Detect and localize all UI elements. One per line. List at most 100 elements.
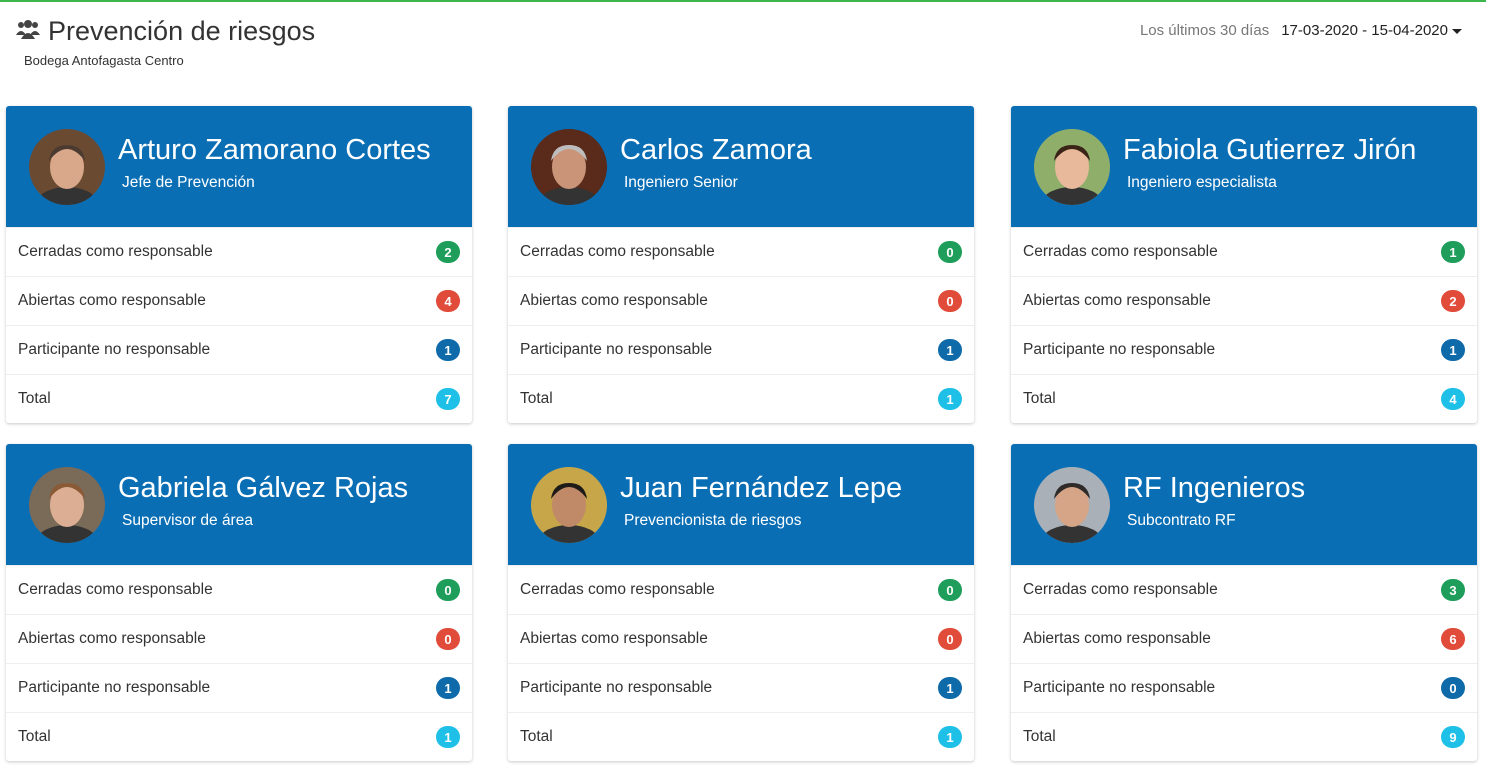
stat-label: Cerradas como responsable	[18, 581, 213, 598]
stat-row-closed: Cerradas como responsable 0	[508, 565, 974, 614]
person-name: Arturo Zamorano Cortes	[118, 134, 431, 166]
stat-label: Abiertas como responsable	[1023, 292, 1211, 309]
stat-row-participant: Participante no responsable 0	[1011, 663, 1477, 712]
person-card: Juan Fernández Lepe Prevencionista de ri…	[508, 444, 974, 761]
stat-row-closed: Cerradas como responsable 0	[6, 565, 472, 614]
caret-down-icon[interactable]	[1452, 28, 1462, 34]
stat-row-total: Total 1	[508, 712, 974, 761]
person-card: Arturo Zamorano Cortes Jefe de Prevenció…	[6, 106, 472, 423]
avatar	[1034, 129, 1110, 205]
stat-row-closed: Cerradas como responsable 3	[1011, 565, 1477, 614]
stat-label: Total	[1023, 728, 1056, 745]
stat-row-participant: Participante no responsable 1	[1011, 325, 1477, 374]
stat-label: Participante no responsable	[520, 341, 713, 358]
participant-count-badge: 1	[1441, 339, 1465, 361]
open-count-badge: 4	[436, 290, 460, 312]
page-title: Prevención de riesgos	[48, 16, 316, 46]
participant-count-badge: 1	[436, 339, 460, 361]
stat-label: Total	[1023, 390, 1056, 407]
date-range-label: Los últimos 30 días	[1139, 22, 1270, 39]
person-name: RF Ingenieros	[1123, 472, 1306, 504]
person-role: Prevencionista de riesgos	[624, 512, 802, 529]
stat-label: Cerradas como responsable	[1023, 243, 1218, 260]
stat-row-open: Abiertas como responsable 0	[508, 614, 974, 663]
person-role: Subcontrato RF	[1127, 512, 1236, 529]
stat-row-participant: Participante no responsable 1	[6, 663, 472, 712]
avatar	[1034, 467, 1110, 543]
page-subtitle: Bodega Antofagasta Centro	[24, 53, 184, 68]
person-name: Gabriela Gálvez Rojas	[118, 472, 409, 504]
stat-row-total: Total 7	[6, 374, 472, 423]
person-role: Jefe de Prevención	[122, 174, 255, 191]
closed-count-badge: 1	[1441, 241, 1465, 263]
page-header: Prevención de riesgos	[16, 16, 315, 47]
stat-label: Cerradas como responsable	[520, 581, 715, 598]
stat-row-open: Abiertas como responsable 6	[1011, 614, 1477, 663]
stat-row-total: Total 1	[6, 712, 472, 761]
participant-count-badge: 0	[1441, 677, 1465, 699]
card-header: RF Ingenieros Subcontrato RF	[1011, 444, 1477, 565]
person-card: Gabriela Gálvez Rojas Supervisor de área…	[6, 444, 472, 761]
person-name: Carlos Zamora	[620, 134, 812, 166]
stat-row-participant: Participante no responsable 1	[508, 325, 974, 374]
card-header: Arturo Zamorano Cortes Jefe de Prevenció…	[6, 106, 472, 227]
stat-row-closed: Cerradas como responsable 0	[508, 227, 974, 276]
participant-count-badge: 1	[436, 677, 460, 699]
participant-count-badge: 1	[938, 677, 962, 699]
stat-label: Abiertas como responsable	[1023, 630, 1211, 647]
avatar	[531, 129, 607, 205]
stat-row-closed: Cerradas como responsable 1	[1011, 227, 1477, 276]
person-name: Juan Fernández Lepe	[620, 472, 903, 504]
closed-count-badge: 0	[938, 241, 962, 263]
closed-count-badge: 0	[938, 579, 962, 601]
total-count-badge: 1	[938, 388, 962, 410]
total-count-badge: 4	[1441, 388, 1465, 410]
person-card: Carlos Zamora Ingeniero Senior Cerradas c…	[508, 106, 974, 423]
date-range-picker[interactable]: Los últimos 30 días 17-03-2020 - 15-04-2…	[1140, 22, 1462, 39]
stat-label: Total	[18, 728, 51, 745]
person-card: Fabiola Gutierrez Jirón Ingeniero especi…	[1011, 106, 1477, 423]
stat-row-closed: Cerradas como responsable 2	[6, 227, 472, 276]
card-header: Gabriela Gálvez Rojas Supervisor de área	[6, 444, 472, 565]
person-name: Fabiola Gutierrez Jirón	[1123, 134, 1417, 166]
closed-count-badge: 0	[436, 579, 460, 601]
avatar	[531, 467, 607, 543]
stat-row-open: Abiertas como responsable 2	[1011, 276, 1477, 325]
stat-row-participant: Participante no responsable 1	[508, 663, 974, 712]
date-range-text: 17-03-2020 - 15-04-2020	[1281, 22, 1448, 39]
closed-count-badge: 2	[436, 241, 460, 263]
total-count-badge: 9	[1441, 726, 1465, 748]
stat-row-open: Abiertas como responsable 4	[6, 276, 472, 325]
open-count-badge: 6	[1441, 628, 1465, 650]
stat-label: Participante no responsable	[18, 341, 211, 358]
card-header: Fabiola Gutierrez Jirón Ingeniero especi…	[1011, 106, 1477, 227]
stat-label: Abiertas como responsable	[18, 292, 206, 309]
stat-label: Abiertas como responsable	[520, 630, 708, 647]
total-count-badge: 1	[436, 726, 460, 748]
person-role: Ingeniero Senior	[624, 174, 738, 191]
stat-label: Participante no responsable	[1023, 341, 1216, 358]
date-range-value[interactable]: 17-03-2020 - 15-04-2020	[1281, 22, 1462, 39]
stat-row-open: Abiertas como responsable 0	[6, 614, 472, 663]
stat-label: Total	[18, 390, 51, 407]
stat-label: Abiertas como responsable	[520, 292, 708, 309]
stat-row-participant: Participante no responsable 1	[6, 325, 472, 374]
stat-row-total: Total 4	[1011, 374, 1477, 423]
total-count-badge: 7	[436, 388, 460, 410]
stat-label: Cerradas como responsable	[520, 243, 715, 260]
card-header: Juan Fernández Lepe Prevencionista de ri…	[508, 444, 974, 565]
open-count-badge: 0	[938, 628, 962, 650]
stat-label: Participante no responsable	[1023, 679, 1216, 696]
stat-label: Cerradas como responsable	[18, 243, 213, 260]
stat-label: Total	[520, 728, 553, 745]
stat-row-total: Total 1	[508, 374, 974, 423]
stat-label: Cerradas como responsable	[1023, 581, 1218, 598]
open-count-badge: 2	[1441, 290, 1465, 312]
closed-count-badge: 3	[1441, 579, 1465, 601]
open-count-badge: 0	[938, 290, 962, 312]
stat-label: Participante no responsable	[18, 679, 211, 696]
open-count-badge: 0	[436, 628, 460, 650]
person-card: RF Ingenieros Subcontrato RF Cerradas com…	[1011, 444, 1477, 761]
person-role: Ingeniero especialista	[1127, 174, 1277, 191]
stat-label: Abiertas como responsable	[18, 630, 206, 647]
